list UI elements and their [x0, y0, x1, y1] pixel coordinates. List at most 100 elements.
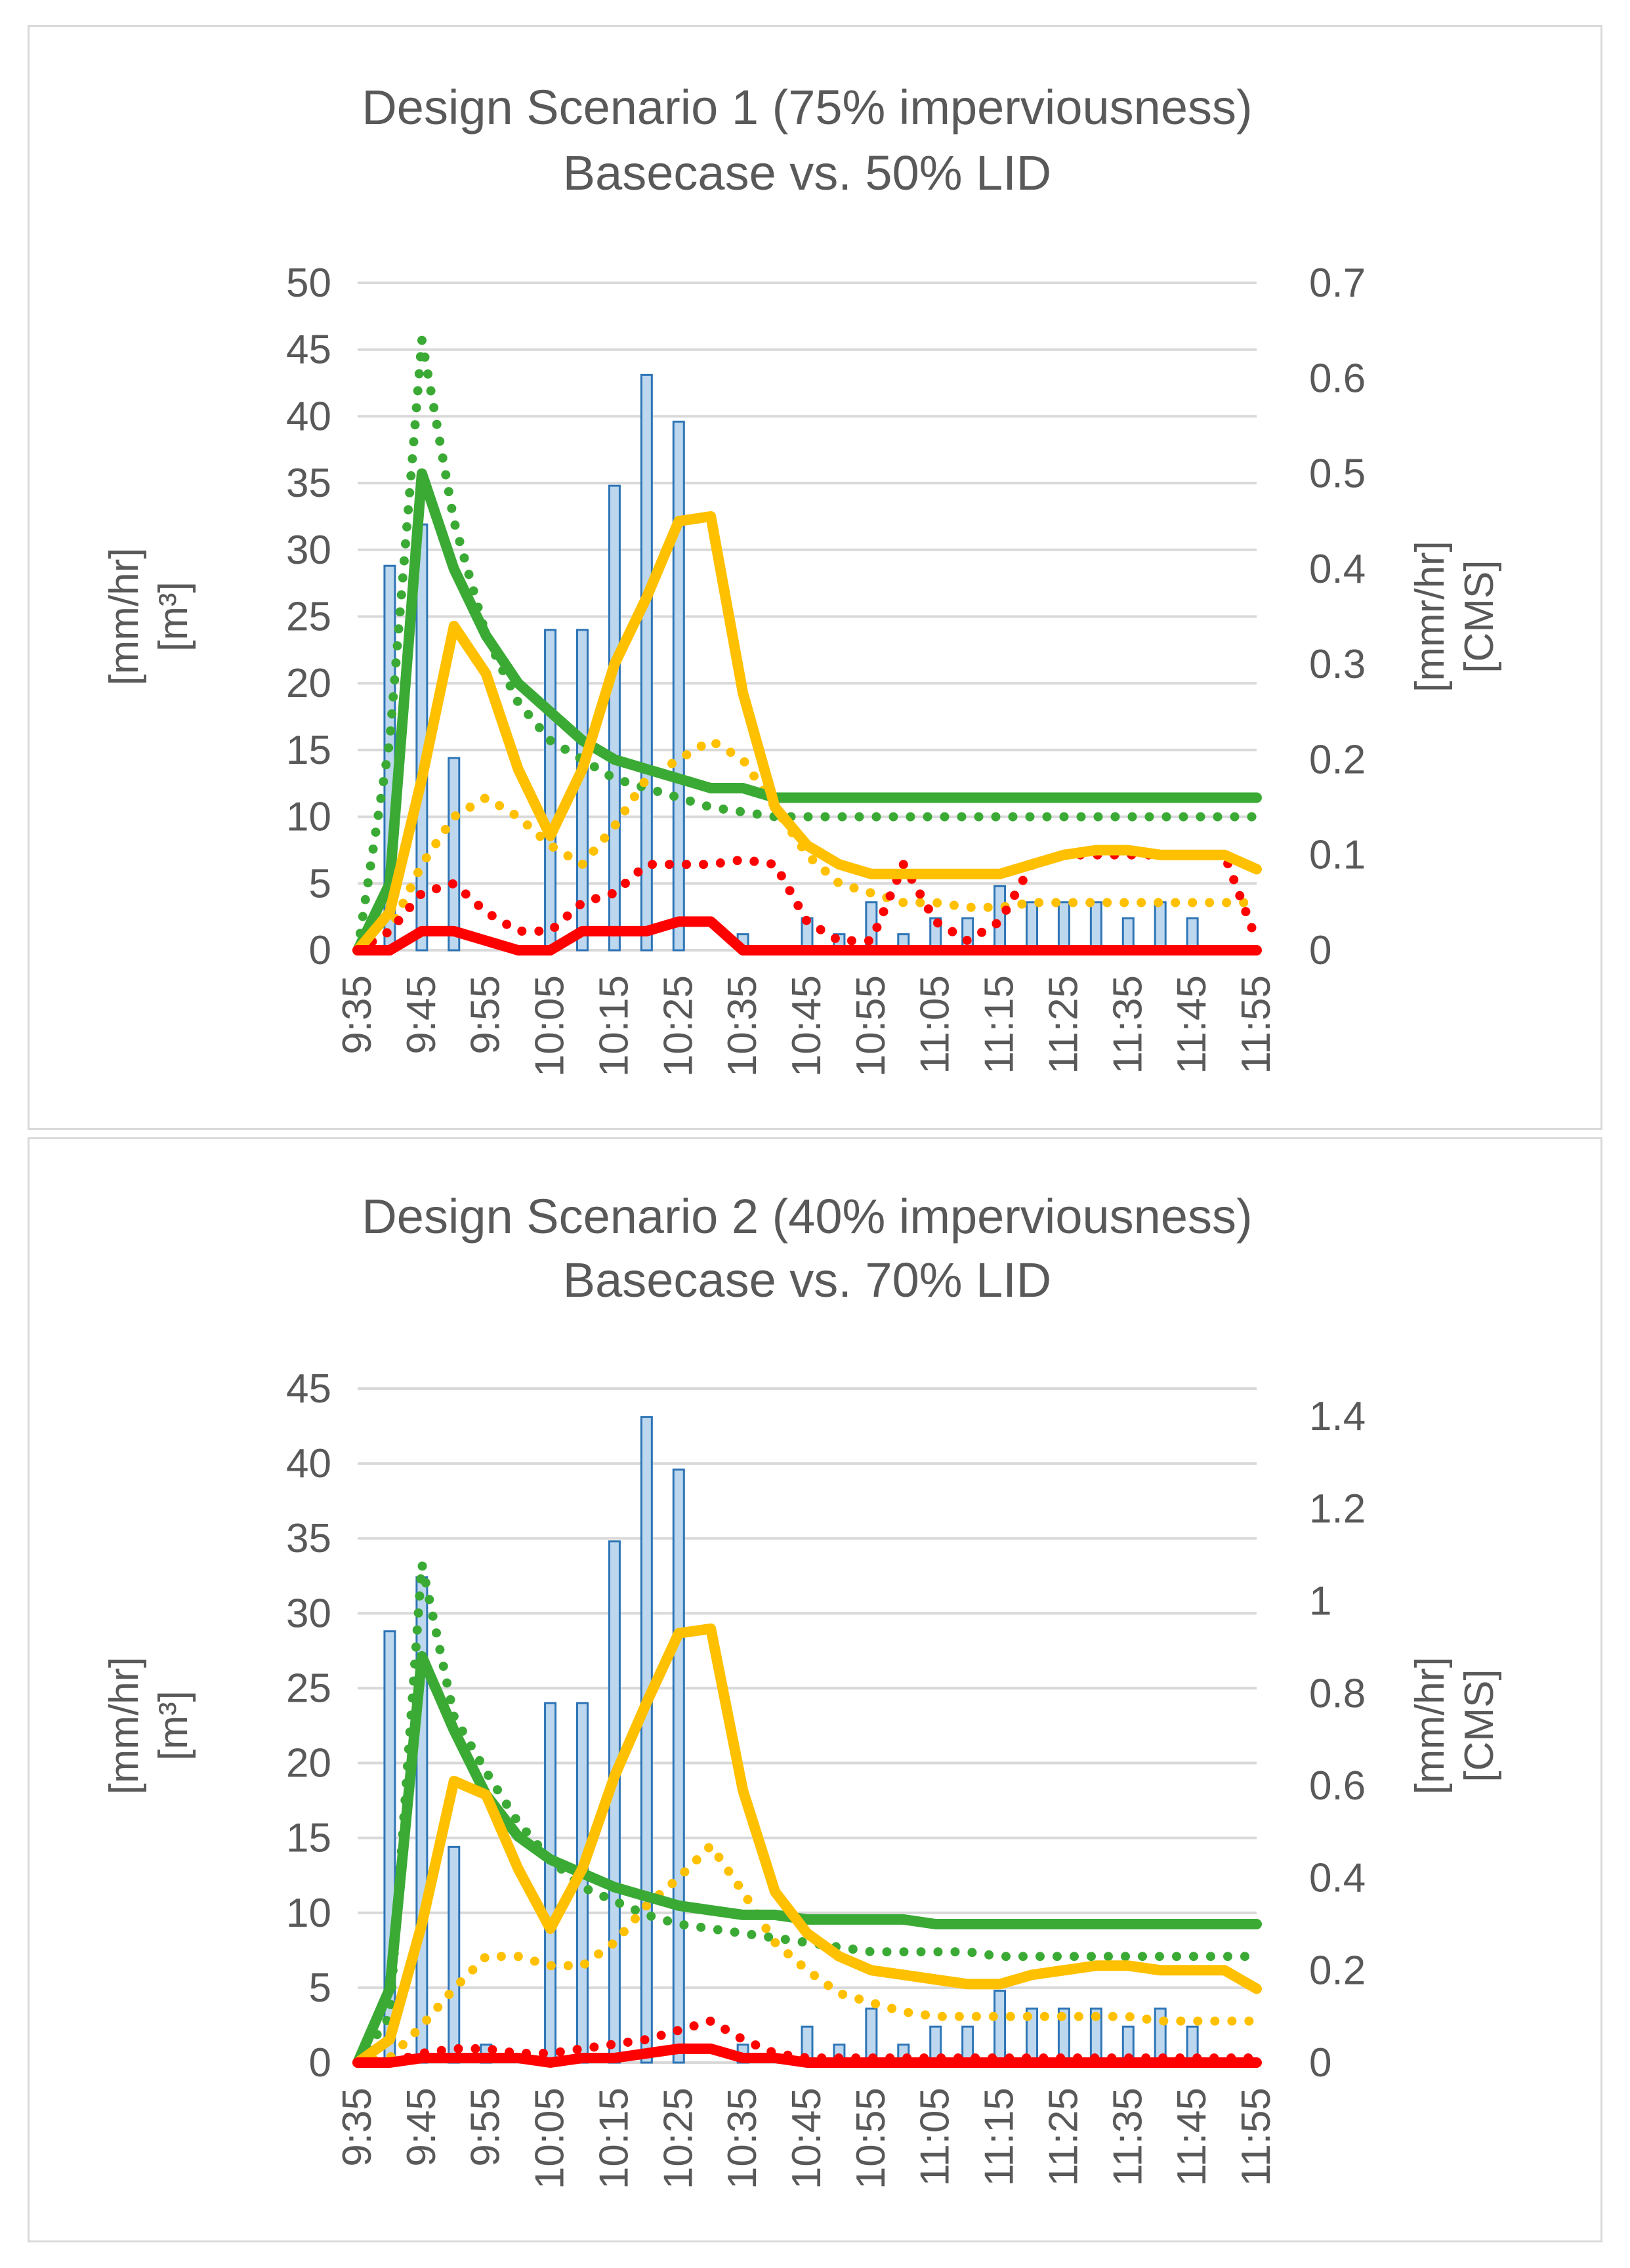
red-dotted-line [353, 850, 1261, 955]
x-axis-ticks: 9:35 9:45 9:55 10:05 10:15 10:25 10:35 10:45 10:… [335, 975, 1279, 1077]
right-tick-label: 0.4 [1309, 547, 1366, 592]
right-tick-label: 1 [1309, 1579, 1331, 1624]
left-axis-title-line: [m³] [151, 1690, 196, 1761]
x-tick-label: 10:45 [784, 2088, 829, 2189]
x-tick-label: 10:15 [591, 2088, 637, 2189]
rainfall-bar [544, 1702, 557, 2064]
x-tick-label: 11:55 [1234, 2088, 1279, 2187]
left-tick-label: 35 [286, 461, 331, 506]
rainfall-bar [448, 757, 461, 952]
left-tick-label: 0 [309, 2040, 331, 2086]
left-tick-label: 35 [286, 1516, 331, 1561]
chart-title: Design Scenario 2 (40% imperviousness) [362, 1189, 1252, 1244]
x-tick-label: 11:45 [1169, 2088, 1215, 2187]
x-tick-label: 11:45 [1169, 975, 1215, 1074]
left-axis-title: [mm/hr] [m³] [102, 1656, 196, 1794]
chart-panel-scenario-1: Design Scenario 1 (75% imperviousness) Ba… [28, 25, 1602, 1130]
left-axis-title-line: [mm/hr] [102, 1656, 147, 1794]
right-tick-label: 0.5 [1309, 452, 1366, 497]
yellow-dotted-line [353, 736, 1261, 955]
left-tick-label: 45 [286, 327, 331, 373]
rainfall-bar [640, 373, 653, 952]
left-tick-label: 5 [309, 1965, 331, 2011]
x-tick-label: 10:25 [656, 2088, 701, 2189]
x-tick-label: 10:45 [784, 975, 829, 1077]
left-axis-ticks: 0 5 10 15 20 25 30 35 40 45 [286, 1366, 331, 2086]
x-tick-label: 10:35 [720, 2088, 765, 2189]
yellow-solid-line [352, 511, 1262, 956]
right-tick-label: 0.1 [1309, 833, 1366, 878]
left-tick-label: 20 [286, 661, 331, 706]
x-tick-label: 11:25 [1041, 2088, 1086, 2187]
x-tick-label: 9:35 [335, 2088, 380, 2167]
x-tick-label: 9:55 [463, 2088, 509, 2167]
right-tick-label: 0.7 [1309, 261, 1366, 306]
chart-scenario-1: Design Scenario 1 (75% imperviousness) Ba… [102, 80, 1502, 1077]
left-tick-label: 20 [286, 1741, 331, 1786]
right-axis-title-line: [mm/hr] [1408, 1656, 1453, 1794]
rainfall-bar [608, 484, 621, 952]
x-tick-label: 11:55 [1234, 975, 1279, 1074]
x-tick-label: 10:55 [848, 2088, 894, 2189]
x-tick-label: 11:05 [913, 2088, 958, 2187]
left-tick-label: 30 [286, 1591, 331, 1636]
rainfall-bar [1089, 901, 1102, 952]
x-tick-label: 11:15 [977, 2088, 1022, 2187]
right-tick-label: 0 [1309, 928, 1331, 973]
left-tick-label: 10 [286, 1891, 331, 1936]
left-tick-label: 10 [286, 795, 331, 840]
left-tick-label: 15 [286, 728, 331, 773]
left-tick-label: 25 [286, 1666, 331, 1711]
chart-scenario-2: Design Scenario 2 (40% imperviousness) Ba… [102, 1189, 1502, 2189]
x-tick-label: 9:45 [399, 2088, 444, 2167]
right-tick-label: 1.4 [1309, 1394, 1366, 1439]
right-axis-title-line: [mmr/hr] [1408, 541, 1453, 692]
x-tick-label: 10:55 [848, 975, 894, 1077]
green-solid-line [352, 468, 1262, 956]
x-tick-label: 11:15 [977, 975, 1022, 1074]
rainfall-bar [1154, 901, 1167, 952]
right-tick-label: 1.2 [1309, 1486, 1366, 1532]
rainfall-bar [993, 1989, 1007, 2064]
rainfall-bar [1057, 901, 1070, 952]
x-tick-label: 11:05 [913, 975, 958, 1074]
x-tick-label: 10:35 [720, 975, 765, 1077]
x-tick-label: 10:05 [528, 2088, 573, 2189]
x-tick-label: 9:45 [399, 975, 444, 1055]
chart-subtitle: Basecase vs. 70% LID [563, 1253, 1051, 1307]
rainfall-bar [448, 1845, 461, 2064]
right-axis-title: [mm/hr] [CMS] [1408, 1656, 1502, 1794]
left-tick-label: 40 [286, 1441, 331, 1486]
chart-subtitle: Basecase vs. 50% LID [563, 146, 1051, 200]
green-solid-line [352, 1651, 1262, 2068]
x-tick-label: 11:35 [1105, 975, 1150, 1074]
left-axis-title-line: [m³] [151, 581, 196, 652]
x-tick-label: 11:25 [1041, 975, 1086, 1074]
right-axis-title-line: [CMS] [1457, 560, 1502, 673]
right-tick-label: 0.4 [1309, 1856, 1366, 1901]
right-axis-title-line: [CMS] [1457, 1669, 1502, 1782]
gridlines [358, 282, 1257, 952]
left-tick-label: 0 [309, 928, 331, 973]
red-solid-line [352, 2043, 1262, 2068]
left-tick-label: 45 [286, 1366, 331, 1412]
left-tick-label: 40 [286, 394, 331, 439]
right-tick-label: 0.2 [1309, 737, 1366, 782]
green-dotted-line [353, 1559, 1261, 2067]
rainfall-bar [672, 421, 685, 952]
right-tick-label: 0 [1309, 2040, 1331, 2086]
right-axis-ticks: 0 0.1 0.2 0.3 0.4 0.5 0.6 0.7 [1309, 261, 1366, 973]
left-tick-label: 5 [309, 861, 331, 906]
green-dotted-line [353, 335, 1261, 955]
left-tick-label: 15 [286, 1816, 331, 1861]
left-axis-title: [mm/hr] [m³] [102, 547, 196, 685]
x-tick-label: 10:25 [656, 975, 701, 1077]
right-tick-label: 0.8 [1309, 1671, 1366, 1716]
x-tick-label: 11:35 [1105, 2088, 1150, 2187]
left-axis-ticks: 0 5 10 15 20 25 30 35 40 45 50 [286, 261, 331, 973]
x-tick-label: 9:55 [463, 975, 509, 1055]
x-tick-label: 10:15 [591, 975, 637, 1077]
right-tick-label: 0.6 [1309, 1763, 1366, 1809]
right-tick-label: 0.6 [1309, 356, 1366, 401]
left-axis-title-line: [mm/hr] [102, 547, 147, 685]
